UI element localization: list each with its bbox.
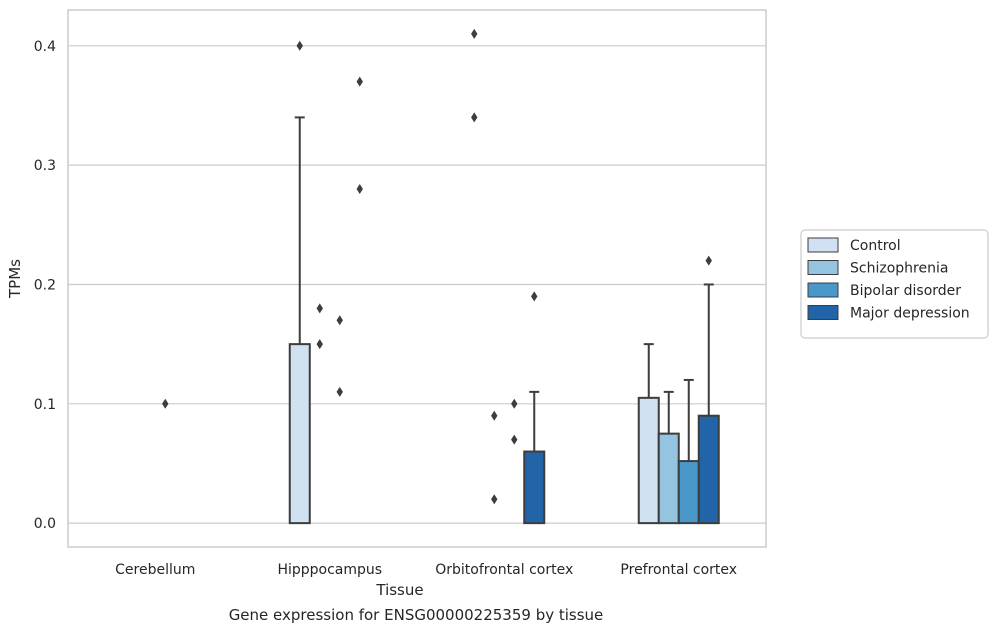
y-tick-label: 0.3	[34, 158, 56, 174]
legend-label: Bipolar disorder	[850, 283, 961, 299]
outlier-point	[491, 410, 498, 421]
figure-caption: Gene expression for ENSG00000225359 by t…	[228, 606, 604, 624]
outlier-point	[471, 112, 478, 123]
x-axis-label: Tissue	[375, 581, 423, 599]
outlier-point	[336, 315, 343, 326]
outlier-point	[316, 339, 323, 350]
outlier-point	[356, 76, 363, 87]
legend-swatch	[807, 282, 839, 298]
outlier-point	[491, 494, 498, 505]
outlier-point	[705, 255, 712, 266]
legend-label: Major depression	[850, 306, 970, 322]
outlier-point	[316, 303, 323, 314]
outlier-point	[356, 184, 363, 194]
box	[637, 396, 660, 525]
y-tick-label: 0.0	[34, 516, 56, 532]
box	[697, 414, 720, 525]
x-tick-label: Hipppocampus	[277, 562, 382, 578]
outlier-point	[296, 40, 303, 51]
box	[523, 450, 546, 525]
outlier-point	[162, 398, 169, 409]
outlier-point	[531, 291, 538, 302]
y-axis-label: TPMs	[6, 259, 24, 299]
x-tick-label: Cerebellum	[115, 562, 195, 578]
legend-box	[800, 229, 989, 339]
y-tick-label: 0.1	[34, 397, 56, 413]
outlier-point	[511, 398, 518, 409]
legend-swatch	[807, 237, 839, 253]
legend-swatch	[807, 305, 839, 320]
outlier-point	[471, 28, 478, 39]
y-tick-label: 0.2	[34, 277, 56, 293]
box	[677, 460, 700, 525]
plot-frame	[67, 9, 767, 548]
outlier-point	[336, 386, 343, 397]
chart-svg: 0.0 0.1 0.2 0.3 0.4 Cerebellum Hipppocampus Orb…	[6, 9, 989, 599]
legend-swatch	[807, 260, 839, 275]
legend-label: Control	[850, 238, 901, 254]
box	[657, 432, 680, 525]
y-tick-label: 0.4	[34, 39, 56, 55]
legend-label: Schizophrenia	[850, 261, 948, 277]
outlier-point	[511, 434, 518, 445]
x-tick-label: Prefrontal cortex	[620, 562, 737, 578]
box	[288, 343, 311, 525]
x-tick-label: Orbitofrontal cortex	[435, 562, 573, 578]
